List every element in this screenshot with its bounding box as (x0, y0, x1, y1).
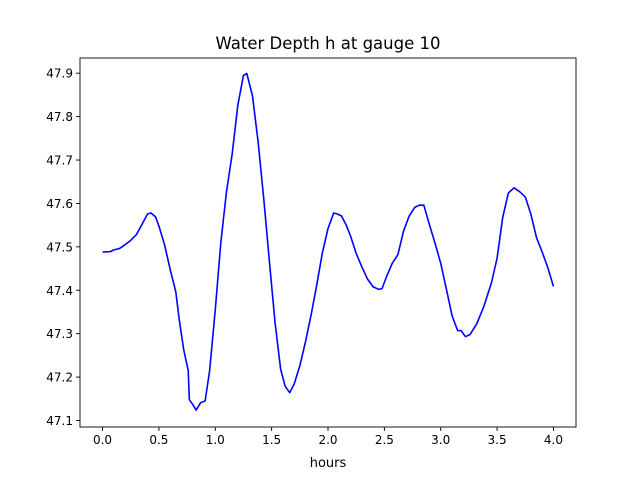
x-tick-label: 1.5 (262, 433, 281, 447)
x-tick-label: 4.0 (544, 433, 563, 447)
x-tick-label: 0.0 (93, 433, 112, 447)
x-tick-label: 1.0 (206, 433, 225, 447)
x-tick-label: 3.0 (431, 433, 450, 447)
x-axis-label: hours (310, 456, 347, 471)
x-tick-label: 0.5 (149, 433, 168, 447)
y-tick-label: 47.7 (46, 154, 73, 168)
y-tick-label: 47.9 (46, 67, 73, 81)
y-tick-label: 47.6 (46, 197, 73, 211)
y-tick-label: 47.1 (46, 414, 73, 428)
y-tick-label: 47.4 (46, 284, 73, 298)
y-tick-label: 47.3 (46, 327, 73, 341)
x-tick-label: 2.5 (375, 433, 394, 447)
x-tick-label: 3.5 (488, 433, 507, 447)
y-tick-label: 47.2 (46, 371, 73, 385)
y-tick-label: 47.8 (46, 110, 73, 124)
chart-title: Water Depth h at gauge 10 (216, 34, 441, 53)
series-line-0 (102, 72, 555, 411)
y-tick-label: 47.5 (46, 240, 73, 254)
x-tick-label: 2.0 (318, 433, 337, 447)
plot-area: 0.0 0.5 1.0 1.5 2.0 2.5 3.0 3.5 4.0 47.1 47.2 47.3 4… (46, 57, 577, 447)
